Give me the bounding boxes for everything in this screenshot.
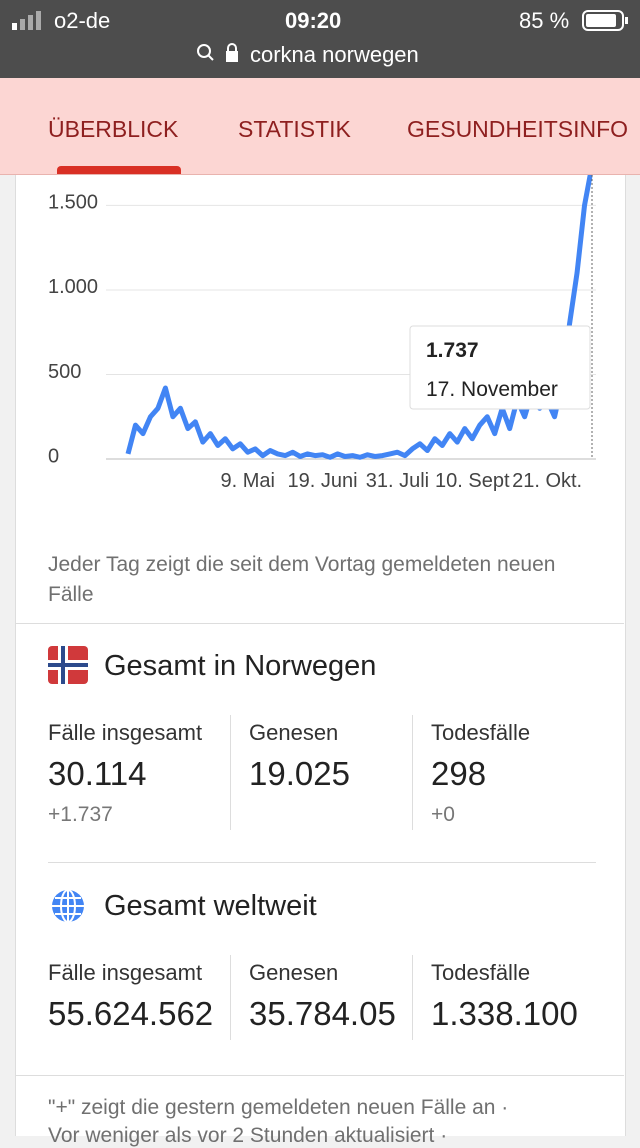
flag-icon bbox=[48, 646, 88, 684]
stat-value: 35.784.05 bbox=[249, 995, 396, 1032]
stat-label: Fälle insgesamt bbox=[48, 960, 203, 985]
footer-note: Vor weniger als vor 2 Stunden aktualisie… bbox=[48, 1124, 448, 1147]
chart: 0 500 1.000 1.500 9. Mai 19. Juni 31. Juli 10. … bbox=[48, 175, 596, 492]
y-tick-label: 1.000 bbox=[48, 276, 98, 298]
stat-label: Genesen bbox=[249, 960, 339, 985]
stat-change: +1.737 bbox=[48, 803, 113, 826]
signal-icon bbox=[12, 11, 41, 30]
clock: 09:20 bbox=[285, 8, 342, 33]
x-tick-label: 9. Mai bbox=[221, 470, 275, 492]
tab[interactable]: GESUNDHEITSINFO bbox=[407, 116, 629, 142]
data-line bbox=[125, 175, 593, 460]
status-bar: o2-de 09:20 85 % corkna norwegen bbox=[0, 0, 640, 78]
x-tick-label: 31. Juli bbox=[366, 470, 429, 492]
stat-value: 1.338.100 bbox=[431, 995, 578, 1032]
stat-change: +0 bbox=[431, 803, 455, 826]
carrier: o2-de bbox=[54, 8, 111, 33]
stat-value: 55.624.562 bbox=[48, 995, 214, 1032]
divider bbox=[15, 1075, 624, 1076]
section-title: Gesamt weltweit bbox=[104, 890, 317, 922]
globe-icon bbox=[52, 889, 84, 923]
y-tick-label: 500 bbox=[48, 361, 81, 383]
tooltip-box bbox=[409, 325, 591, 410]
divider bbox=[48, 862, 596, 863]
battery-icon bbox=[582, 10, 628, 31]
tab[interactable]: ÜBERBLICK bbox=[48, 116, 179, 142]
section-title: Gesamt in Norwegen bbox=[104, 650, 377, 682]
stat-label: Todesfälle bbox=[431, 720, 531, 745]
divider bbox=[15, 623, 624, 624]
battery-level: 85 % bbox=[519, 8, 570, 33]
x-tick-label: 21. Okt. bbox=[512, 470, 582, 492]
stat-label: Genesen bbox=[249, 720, 339, 745]
lock-icon bbox=[197, 43, 238, 62]
stat-value: 298 bbox=[431, 755, 487, 792]
footer-note: "+" zeigt die gestern gemeldeten neuen F… bbox=[48, 1096, 509, 1119]
stat-value: 30.114 bbox=[48, 755, 147, 792]
y-tick-label: 0 bbox=[48, 445, 59, 467]
chart-note: Jeder Tag zeigt die seit dem Vortag geme… bbox=[48, 553, 556, 606]
x-tick-label: 19. Juni bbox=[288, 470, 358, 492]
tooltip-value: 1.737 bbox=[426, 339, 479, 362]
x-tick-label: 10. Sept bbox=[435, 470, 510, 492]
tooltip-date: 17. November bbox=[426, 378, 558, 401]
stat-value: 19.025 bbox=[249, 755, 350, 792]
active-tab-indicator bbox=[57, 166, 181, 174]
tab[interactable]: STATISTIK bbox=[238, 116, 351, 142]
url[interactable]: corkna norwegen bbox=[250, 42, 419, 67]
stat-label: Todesfälle bbox=[431, 960, 531, 985]
stat-label: Fälle insgesamt bbox=[48, 720, 203, 745]
tab-bar: ÜBERBLICK STATISTIK GESUNDHEITSINFO bbox=[0, 78, 640, 175]
y-tick-label: 1.500 bbox=[48, 192, 98, 214]
